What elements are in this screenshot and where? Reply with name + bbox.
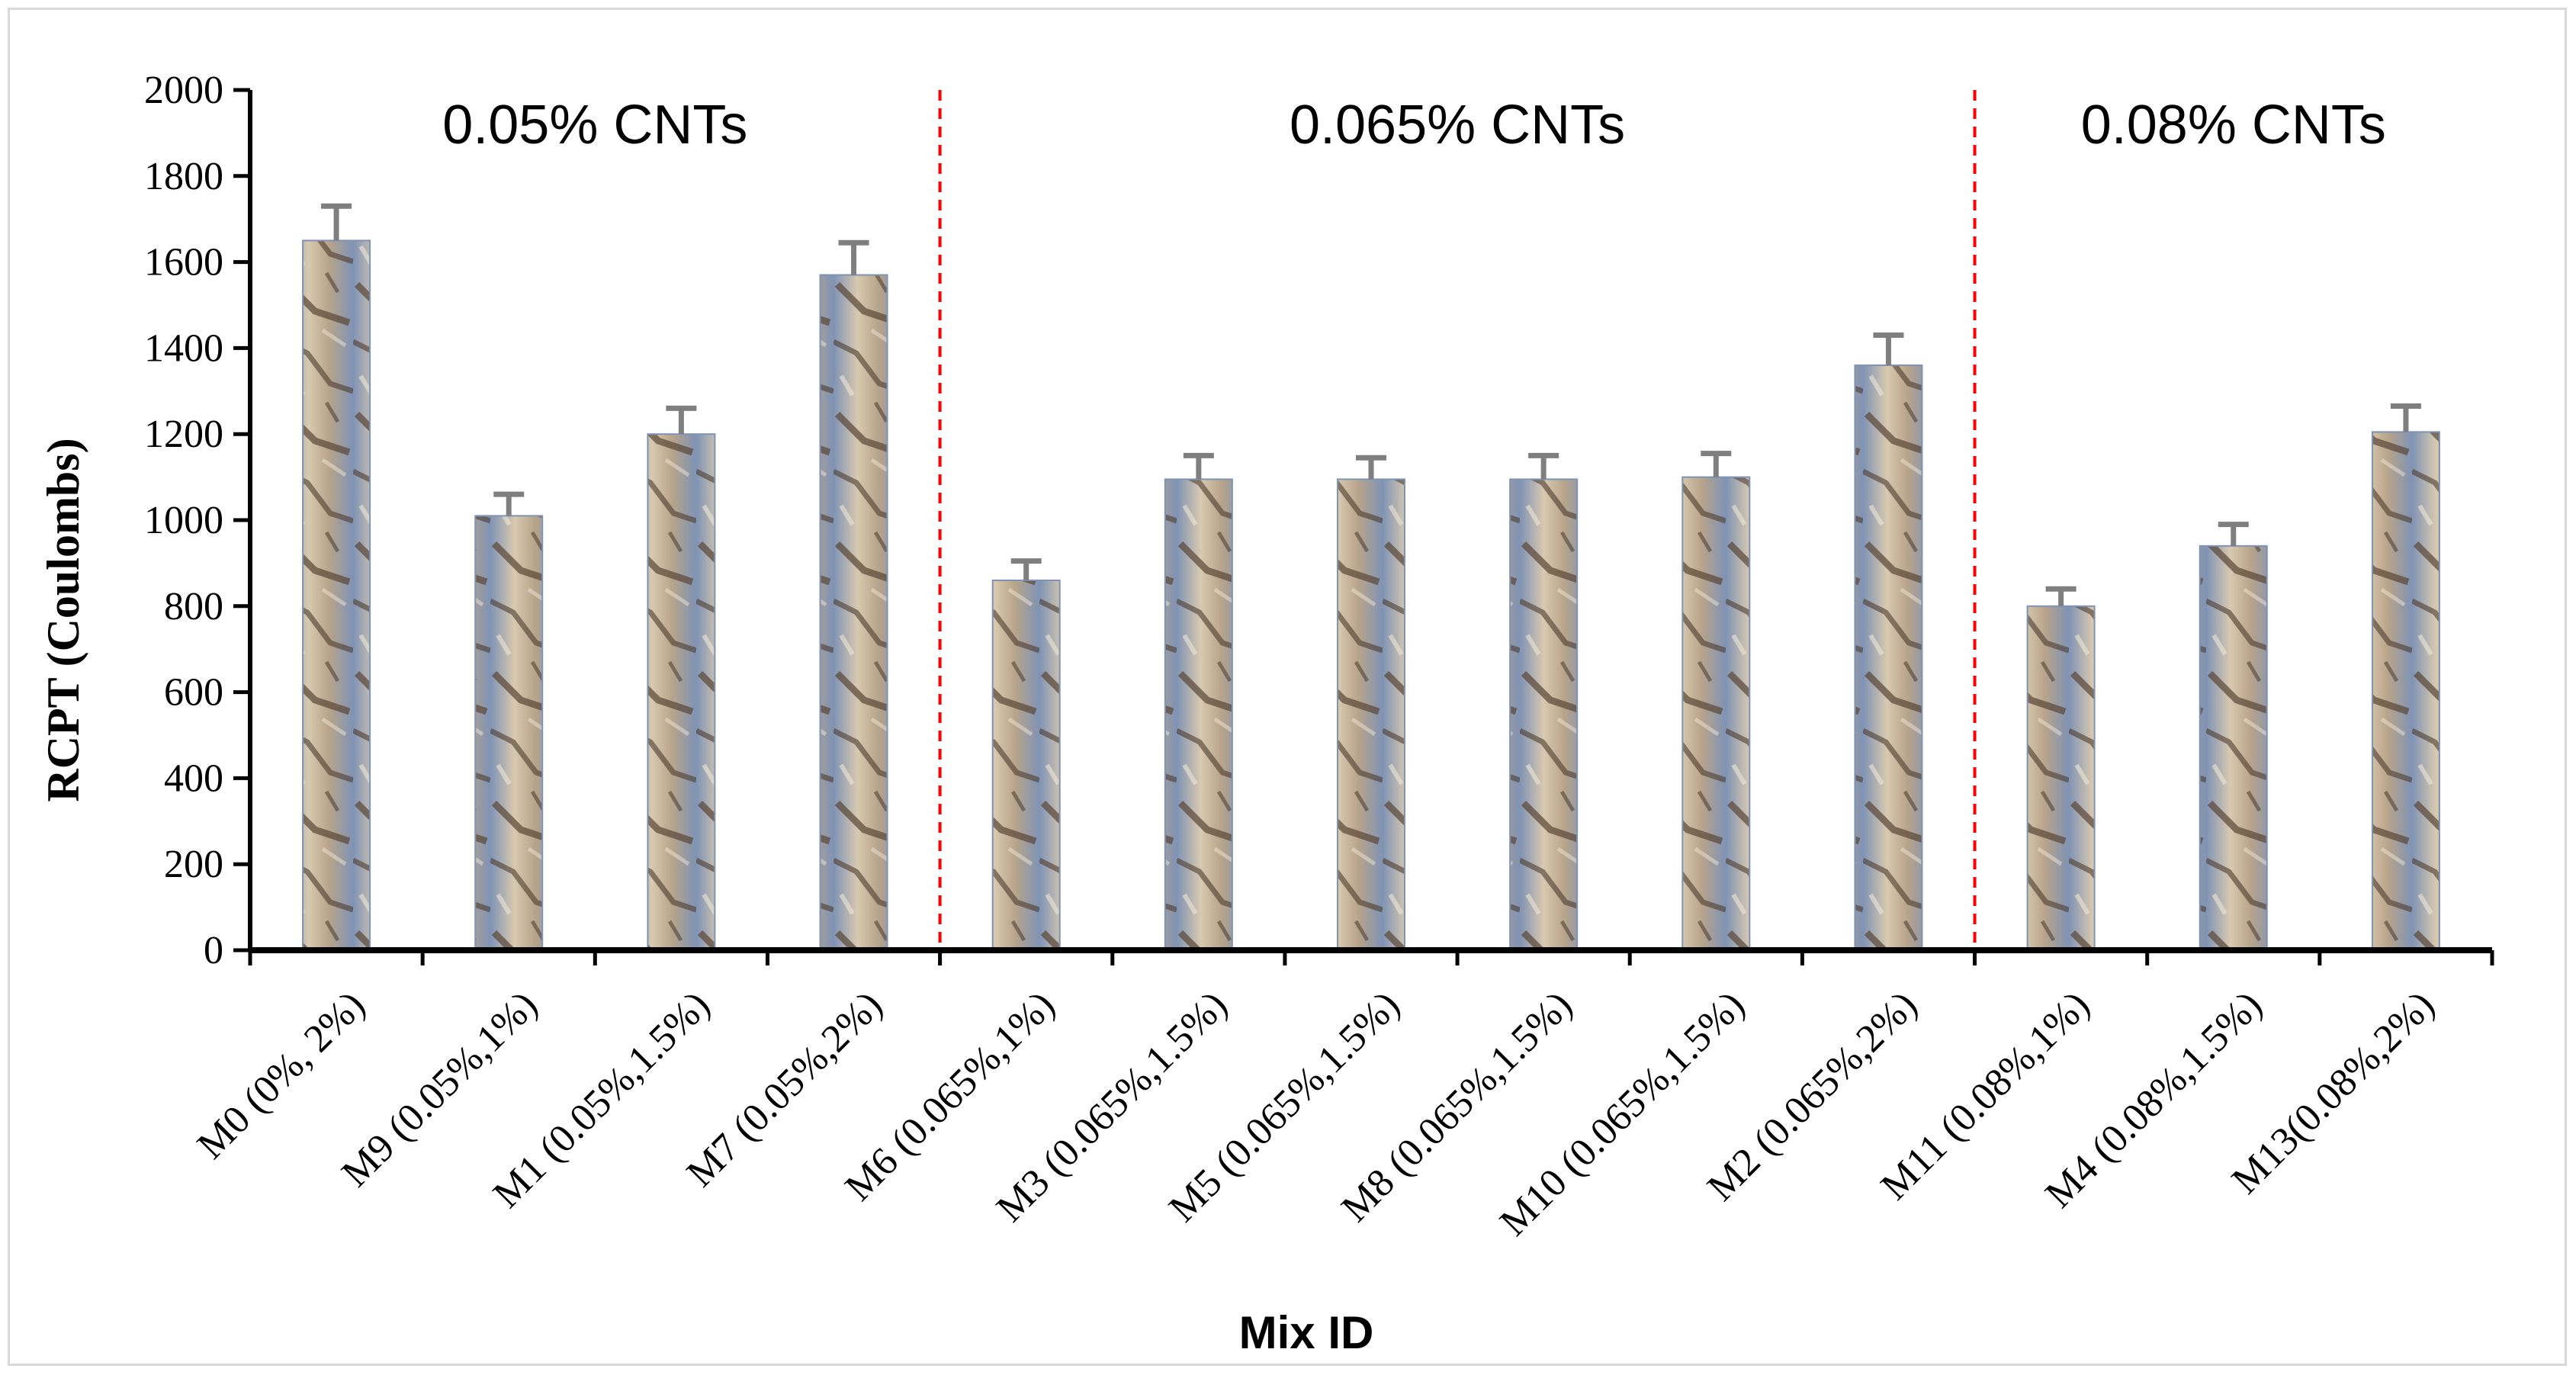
y-tick-label-7: 1400 [144,326,223,370]
rcpt-bar-chart: 0.05% CNTs 0.065% CNTs 0.08% CNTs 0 200 400 6… [38,69,2494,1358]
bar-6 [1337,478,1405,951]
bar-1 [474,515,544,951]
x-axis-title: Mix ID [1239,1307,1374,1358]
y-tick-label-1: 200 [164,843,223,886]
bar-5 [1164,478,1233,951]
bar-4 [991,579,1061,952]
bar-2 [647,433,716,951]
y-tick-label-4: 800 [164,585,223,628]
y-tick-label-5: 1000 [144,499,223,542]
y-axis-title: RCPT (Coulombs) [38,438,88,802]
group-label-0: 0.05% CNTs [442,95,747,156]
group-label-1: 0.065% CNTs [1290,95,1625,156]
bar-7 [1509,478,1579,951]
error-bars [321,203,2421,606]
y-tick-label-10: 2000 [144,69,223,112]
group-labels: 0.05% CNTs 0.065% CNTs 0.08% CNTs [442,95,2386,156]
y-tick-label-3: 600 [164,671,223,715]
chart-frame: 0.05% CNTs 0.065% CNTs 0.08% CNTs 0 200 400 6… [8,8,2567,1366]
y-tick-label-0: 0 [204,929,223,972]
axes [233,88,2494,965]
x-category-label-0: M0 (0%, 2%) [189,983,373,1167]
bar-0 [302,239,371,951]
bars [302,239,2440,952]
bar-11 [2199,545,2268,951]
group-label-2: 0.08% CNTs [2081,95,2386,156]
y-tick-label-6: 1200 [144,413,223,456]
group-dividers [938,90,1977,950]
y-tick-label-2: 400 [164,757,223,800]
x-category-labels: M0 (0%, 2%)M9 (0.05%,1%)M1 (0.05%,1.5%)M… [189,983,2443,1245]
y-tick-labels: 0 200 400 600 800 1000 1200 1400 1600 1800 2000 [144,69,223,972]
bar-9 [1854,364,1923,951]
bar-12 [2371,431,2440,951]
y-tick-label-9: 1800 [144,155,223,198]
bar-10 [2026,605,2096,951]
bar-8 [1681,476,1751,951]
y-tick-label-8: 1600 [144,241,223,284]
bar-3 [819,274,888,951]
